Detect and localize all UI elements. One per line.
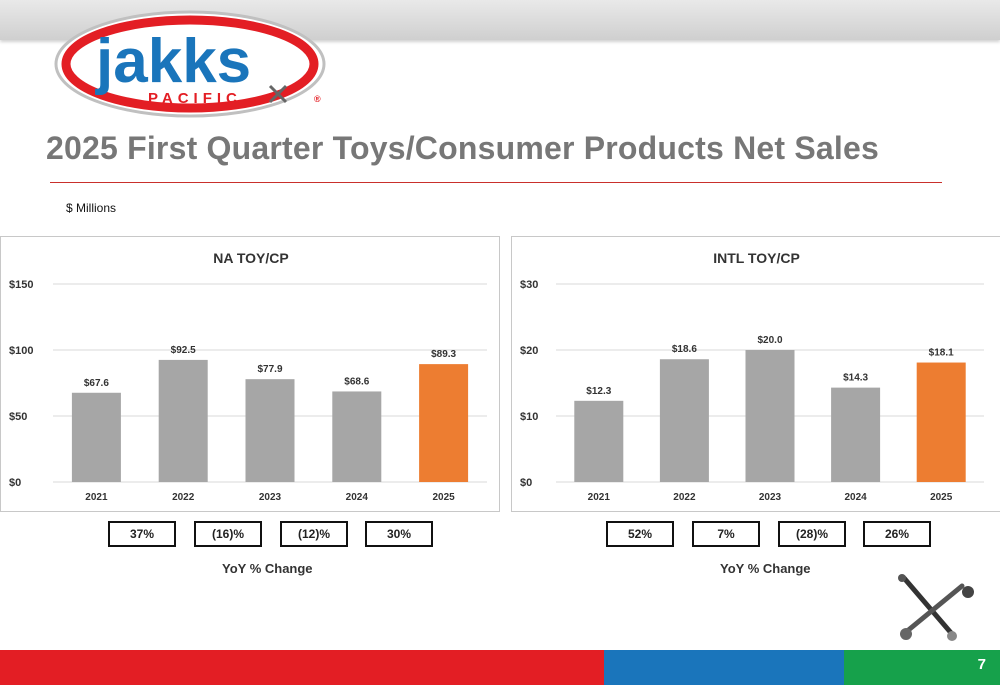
intl-x-tick-label: 2022 [673, 492, 696, 503]
intl-bar-chart: INTL TOY/CP $0 $10 $20 $30 $12.3 2021 $18.6 2022… [520, 250, 984, 503]
logo-subtext: PACIFIC [148, 90, 242, 107]
na-data-label-2021: $67.6 [84, 378, 109, 389]
intl-yoy-box: 7% [692, 521, 760, 547]
intl-yoy-box: 26% [863, 521, 931, 547]
intl-x-tick-label: 2024 [844, 492, 867, 503]
intl-data-label-2024: $14.3 [843, 373, 868, 384]
intl-bar-2024 [831, 387, 881, 482]
intl-x-tick-label: 2025 [930, 492, 953, 503]
footer-stripe-blue [604, 650, 844, 685]
title-divider [50, 182, 942, 183]
intl-yoy-box: (28)% [778, 521, 846, 547]
na-data-label-2023: $77.9 [257, 364, 282, 375]
na-bar-chart: NA TOY/CP $0 $50 $100 $150 $67.6 2021 $92.5 2022… [9, 250, 487, 503]
na-chart-panel: NA TOY/CP $0 $50 $100 $150 $67.6 2021 $92.5 2022… [0, 236, 500, 512]
intl-chart-panel: INTL TOY/CP $0 $10 $20 $30 $12.3 2021 $18.6 2022… [511, 236, 1000, 512]
footer-stripe-red [0, 650, 604, 685]
footer-stripe-green [844, 650, 1000, 685]
na-yoy-box: (16)% [194, 521, 262, 547]
logo-jack-icon [268, 84, 288, 104]
na-yoy-box: (12)% [280, 521, 348, 547]
na-data-label-2022: $92.5 [171, 345, 196, 356]
na-x-tick-label: 2024 [346, 492, 369, 503]
intl-x-tick-label: 2023 [759, 492, 782, 503]
na-y-tick-label: $100 [9, 345, 33, 357]
units-note: $ Millions [66, 201, 117, 215]
logo-registered-mark: ® [314, 94, 321, 104]
jakks-pacific-logo: jakks PACIFIC ® [54, 10, 326, 118]
intl-bar-2023 [745, 350, 795, 482]
na-y-tick-label: $50 [9, 411, 27, 423]
na-x-tick-label: 2025 [432, 492, 455, 503]
intl-yoy-caption: YoY % Change [720, 561, 811, 576]
intl-bar-2022 [659, 359, 709, 482]
intl-chart-title: INTL TOY/CP [713, 250, 800, 266]
na-y-tick-label: $150 [9, 279, 33, 291]
intl-y-tick-label: $10 [520, 411, 538, 423]
na-data-label-2024: $68.6 [344, 376, 369, 387]
na-x-tick-label: 2023 [259, 492, 282, 503]
na-bar-2021 [71, 392, 121, 482]
intl-y-tick-label: $20 [520, 345, 538, 357]
intl-y-tick-label: $30 [520, 279, 538, 291]
na-bar-2025 [419, 364, 469, 482]
logo-letter-j: jakks [95, 27, 251, 96]
na-data-label-2025: $89.3 [431, 349, 456, 360]
slide-title: 2025 First Quarter Toys/Consumer Product… [46, 130, 879, 166]
intl-y-tick-label: $0 [520, 477, 532, 489]
na-yoy-caption: YoY % Change [222, 561, 313, 576]
intl-bar-2025 [916, 362, 966, 482]
na-yoy-box: 37% [108, 521, 176, 547]
na-x-tick-label: 2021 [85, 492, 108, 503]
intl-data-label-2023: $20.0 [757, 335, 782, 346]
na-y-tick-label: $0 [9, 477, 21, 489]
intl-data-label-2025: $18.1 [929, 348, 954, 359]
na-x-tick-label: 2022 [172, 492, 195, 503]
page-number: 7 [977, 656, 986, 673]
na-bar-2024 [332, 391, 382, 482]
intl-yoy-box: 52% [606, 521, 674, 547]
na-bar-2023 [245, 379, 295, 482]
intl-bar-2021 [574, 400, 624, 482]
jack-toy-icon [898, 574, 974, 641]
intl-data-label-2022: $18.6 [672, 344, 697, 355]
na-bar-2022 [158, 359, 208, 482]
intl-x-tick-label: 2021 [588, 492, 611, 503]
na-yoy-box: 30% [365, 521, 433, 547]
intl-data-label-2021: $12.3 [586, 386, 611, 397]
na-chart-title: NA TOY/CP [213, 250, 288, 266]
